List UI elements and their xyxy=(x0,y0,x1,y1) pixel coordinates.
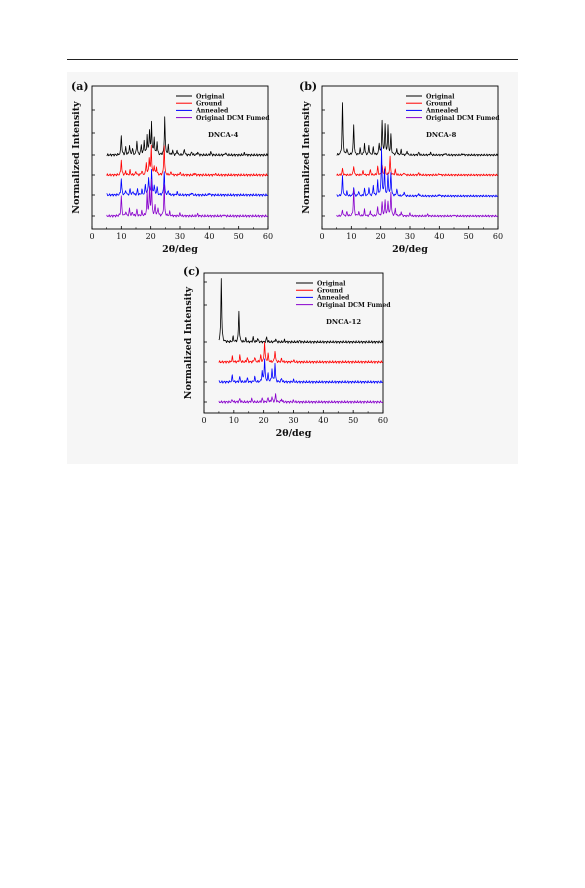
legend-entry: Original xyxy=(317,280,346,287)
x-tick-label: 30 xyxy=(405,232,415,241)
x-axis-label: 2θ/deg xyxy=(162,244,198,255)
x-tick-label: 10 xyxy=(346,232,356,241)
series-line-original xyxy=(336,102,498,157)
legend-entry: Original DCM Fumed xyxy=(196,115,270,122)
legend-entry: Annealed xyxy=(195,108,229,115)
series-line-ground xyxy=(336,155,498,177)
chart-panel-3: 0 10 20 30 40 50 60 2θ/deg Normalized Intensity (… xyxy=(183,265,391,439)
plot-frame xyxy=(91,85,269,230)
series-line-original xyxy=(218,278,384,344)
panel-label: (a) xyxy=(71,80,89,93)
x-tick-label: 40 xyxy=(318,416,328,425)
x-tick-label: 10 xyxy=(229,416,239,425)
x-tick-label: 50 xyxy=(348,416,358,425)
x-tick-label: 30 xyxy=(288,416,298,425)
x-tick-label: 60 xyxy=(378,416,388,425)
legend-entry: Ground xyxy=(426,101,453,108)
sample-annotation: DNCA-12 xyxy=(326,318,361,326)
y-axis-label: Normalized Intensity xyxy=(301,101,312,214)
legend-entry: Original xyxy=(196,93,225,100)
x-axis-label: 2θ/deg xyxy=(392,244,428,255)
x-tick-label: 20 xyxy=(146,232,156,241)
sample-annotation: DNCA-4 xyxy=(208,131,239,139)
series-line-original-dcm-fumed xyxy=(336,189,499,218)
chart-panel-1: 0 10 20 30 40 50 60 2θ/deg Normalized Intensity (… xyxy=(71,80,273,255)
series-line-original xyxy=(106,116,269,157)
legend-entry: Annealed xyxy=(316,295,350,302)
series-line-annealed xyxy=(336,147,498,198)
panel-label: (b) xyxy=(299,80,317,93)
legend-entry: Original xyxy=(426,93,455,100)
x-tick-label: 40 xyxy=(204,232,214,241)
x-tick-label: 0 xyxy=(89,232,94,241)
page-top-rule xyxy=(67,59,518,60)
x-tick-label: 20 xyxy=(376,232,386,241)
x-axis-label: 2θ/deg xyxy=(276,428,312,439)
series-line-annealed xyxy=(106,169,268,197)
y-axis-label: Normalized Intensity xyxy=(183,286,194,399)
legend-entry: Ground xyxy=(317,288,344,295)
x-tick-label: 40 xyxy=(434,232,444,241)
plot-frame xyxy=(321,85,499,230)
series-line-ground xyxy=(106,144,268,177)
x-tick-label: 50 xyxy=(234,232,244,241)
x-tick-label: 0 xyxy=(201,416,206,425)
legend-entry: Annealed xyxy=(425,108,459,115)
x-tick-label: 60 xyxy=(493,232,503,241)
legend-entry: Original DCM Fumed xyxy=(426,115,500,122)
figure-background xyxy=(67,72,518,464)
series-line-original-dcm-fumed xyxy=(218,393,384,404)
x-tick-label: 50 xyxy=(464,232,474,241)
y-axis-label: Normalized Intensity xyxy=(71,101,82,214)
x-tick-label: 20 xyxy=(259,416,269,425)
series-line-original-dcm-fumed xyxy=(106,178,269,218)
x-tick-label: 10 xyxy=(116,232,126,241)
panel-label: (c) xyxy=(183,265,200,278)
chart-panel-2: 0 10 20 30 40 50 60 2θ/deg Normalized Intensity (… xyxy=(299,80,503,255)
x-tick-label: 0 xyxy=(319,232,324,241)
series-line-ground xyxy=(218,342,383,364)
x-tick-label: 30 xyxy=(175,232,185,241)
sample-annotation: DNCA-8 xyxy=(426,131,457,139)
x-tick-label: 60 xyxy=(263,232,273,241)
legend-entry: Ground xyxy=(196,101,223,108)
legend-entry: Original DCM Fumed xyxy=(317,302,391,309)
series-line-annealed xyxy=(218,358,383,384)
